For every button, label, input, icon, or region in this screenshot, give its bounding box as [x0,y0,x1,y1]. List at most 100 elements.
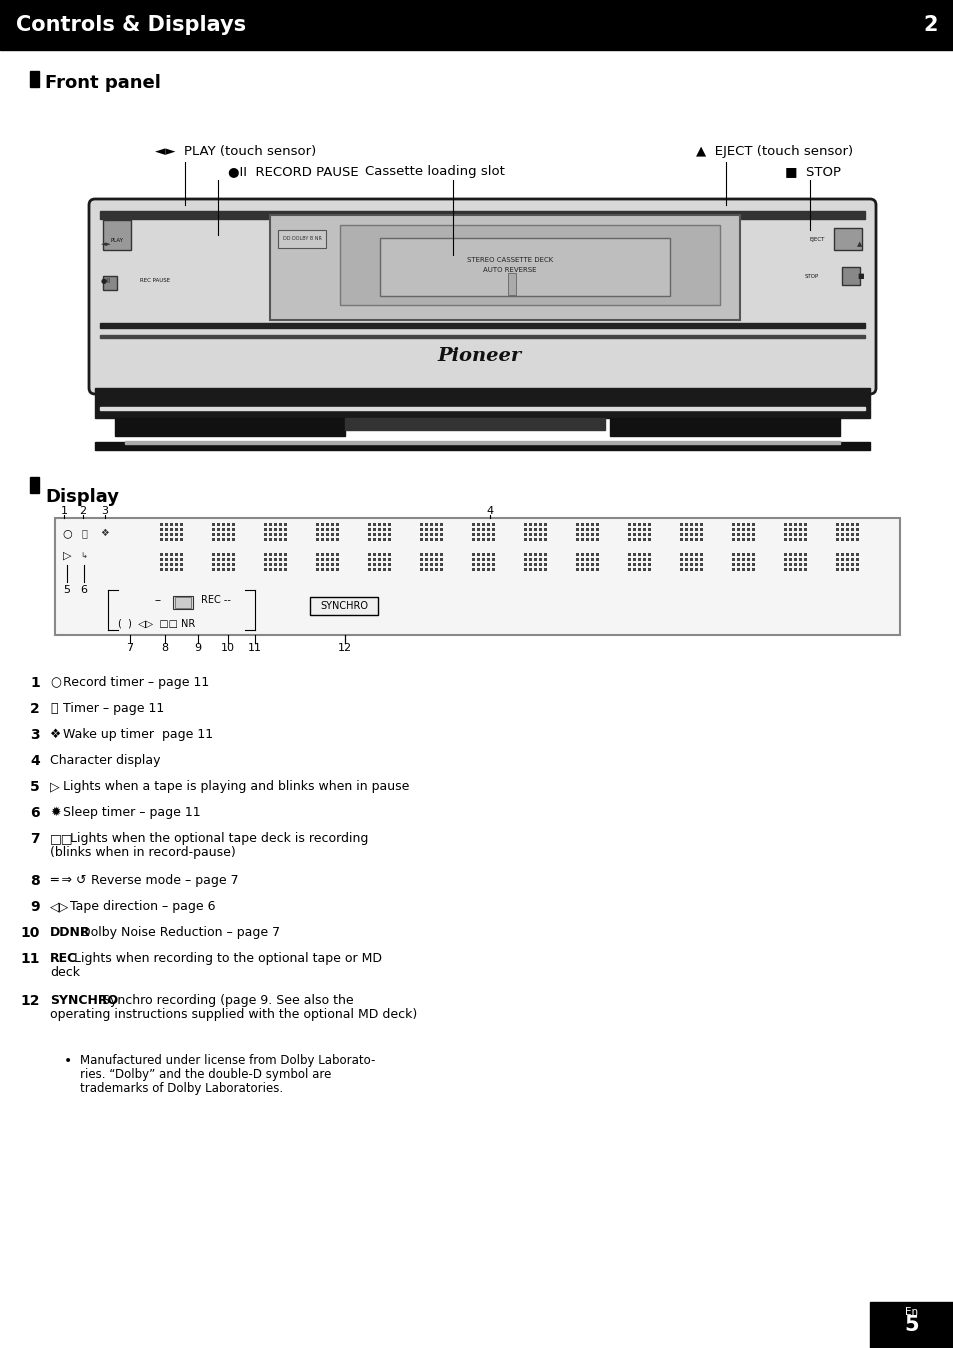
Bar [642,523,646,526]
Bar [590,553,594,555]
Bar [679,523,682,526]
Bar [523,553,527,555]
Bar [585,532,589,537]
Bar [0,0,953,50]
Bar [741,527,744,531]
Bar [424,538,428,541]
Bar [435,527,438,531]
Bar [793,568,797,572]
Bar [278,553,282,555]
Bar [269,532,273,537]
Bar [783,562,786,566]
Bar [326,527,329,531]
Text: ⌛: ⌛ [50,702,57,714]
Bar [793,553,797,555]
Bar [803,562,806,566]
Bar [373,568,376,572]
Bar [850,558,854,561]
Text: ◄►  PLAY (touch sensor): ◄► PLAY (touch sensor) [154,146,315,159]
Bar [419,558,423,561]
Bar [435,553,438,555]
Bar [627,553,631,555]
Bar [269,523,273,526]
Bar [435,532,438,537]
Bar [115,418,345,435]
Text: --: -- [154,594,162,605]
Bar [788,568,792,572]
Bar [845,538,848,541]
Bar [174,558,178,561]
Bar [278,558,282,561]
Bar [160,532,163,537]
Bar [320,523,324,526]
Bar [700,532,702,537]
Bar [855,523,859,526]
Bar [731,532,735,537]
Bar [439,532,443,537]
Bar [439,527,443,531]
Bar [850,568,854,572]
Bar [274,568,277,572]
Text: SYNCHRO: SYNCHRO [319,601,368,611]
Bar [543,562,547,566]
Bar [320,532,324,537]
Bar [476,538,480,541]
Bar [227,553,231,555]
Bar [165,568,169,572]
Bar [596,562,598,566]
Bar [850,562,854,566]
Text: ■  STOP: ■ STOP [784,166,841,178]
Bar [472,523,475,526]
Bar [368,562,371,566]
Bar [803,527,806,531]
Bar [476,558,480,561]
Bar [160,558,163,561]
Bar [439,568,443,572]
Bar [160,553,163,555]
Bar [435,568,438,572]
Bar [165,532,169,537]
Bar [476,527,480,531]
Bar [741,532,744,537]
Bar [523,527,527,531]
Bar [424,568,428,572]
Bar [689,538,693,541]
Bar [216,553,220,555]
Bar [835,523,839,526]
Bar [543,523,547,526]
Bar [793,527,797,531]
Bar [638,532,640,537]
Text: Lights when a tape is playing and blinks when in pause: Lights when a tape is playing and blinks… [59,780,409,793]
Bar [472,558,475,561]
Bar [377,527,381,531]
Bar [841,523,843,526]
Bar [746,568,750,572]
Bar [170,568,173,572]
Bar [627,523,631,526]
Bar [170,523,173,526]
Bar [783,553,786,555]
Bar [783,523,786,526]
Bar [543,538,547,541]
Bar [731,568,735,572]
Text: ○: ○ [62,528,71,538]
Bar [638,538,640,541]
Bar [160,527,163,531]
Bar [222,553,225,555]
Text: Character display: Character display [50,754,160,767]
Bar [472,532,475,537]
Bar [315,527,319,531]
Text: EJECT: EJECT [809,237,824,243]
Bar [180,562,183,566]
Text: Tape direction – page 6: Tape direction – page 6 [66,900,215,913]
Bar [833,228,862,249]
Bar [216,558,220,561]
Bar [486,553,490,555]
Bar [731,562,735,566]
Bar [476,553,480,555]
Bar [424,558,428,561]
Bar [799,553,801,555]
Bar [633,568,636,572]
Bar [100,212,864,218]
Text: 6: 6 [80,585,88,594]
